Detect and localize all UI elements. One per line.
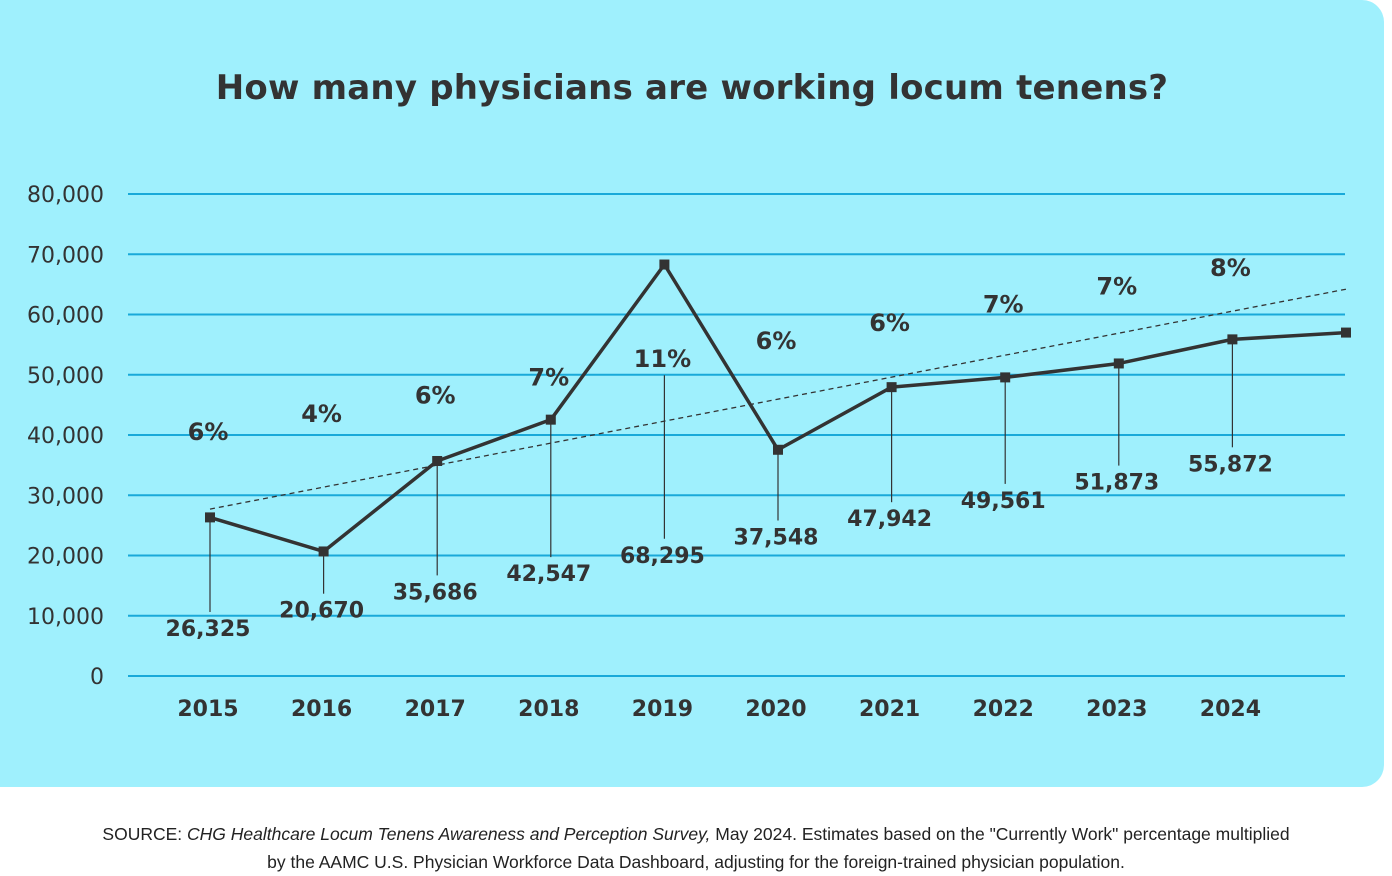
source-text-line2: by the AAMC U.S. Physician Workforce Dat…	[267, 852, 1125, 872]
data-point	[205, 512, 215, 523]
x-tick-label: 2023	[1086, 697, 1147, 722]
percent-label: 11%	[634, 345, 691, 373]
percent-label: 7%	[528, 363, 569, 391]
x-tick-label: 2017	[405, 697, 466, 722]
data-point	[659, 259, 670, 270]
trendline	[209, 288, 1347, 510]
y-tick-label: 80,000	[27, 183, 104, 208]
percent-label: 6%	[869, 309, 910, 337]
data-point	[1341, 327, 1351, 338]
x-tick-label: 2022	[973, 697, 1034, 722]
value-label: 49,561	[961, 489, 1046, 514]
data-point	[545, 414, 556, 425]
y-tick-label: 70,000	[27, 243, 104, 268]
percent-label: 6%	[756, 327, 797, 355]
value-label: 20,670	[279, 599, 364, 624]
value-label: 47,942	[847, 507, 932, 532]
x-tick-label: 2015	[177, 697, 238, 722]
chart-card: How many physicians are working locum te…	[0, 0, 1384, 787]
percent-label: 4%	[301, 400, 342, 428]
percent-label: 6%	[188, 418, 229, 446]
line-chart: 0 10,000 20,000 30,000 40,000 50,000 60,000 70,…	[27, 183, 1351, 722]
source-prefix: SOURCE:	[102, 824, 188, 844]
y-tick-label: 60,000	[27, 304, 104, 329]
source-note: SOURCE: CHG Healthcare Locum Tenens Awar…	[0, 820, 1392, 876]
source-text: May 2024. Estimates based on the "Curren…	[710, 824, 1290, 844]
value-label: 55,872	[1188, 452, 1273, 477]
y-tick-label: 50,000	[27, 364, 104, 389]
chart-title: How many physicians are working locum te…	[215, 68, 1169, 108]
value-label: 35,686	[393, 580, 478, 605]
percent-label: 7%	[1096, 272, 1137, 300]
x-tick-label: 2021	[859, 697, 920, 722]
data-point	[1000, 372, 1011, 383]
data-point	[886, 382, 897, 393]
data-point	[1227, 334, 1238, 345]
y-tick-label: 30,000	[27, 484, 104, 509]
percent-label: 8%	[1210, 254, 1251, 282]
x-tick-label: 2018	[518, 697, 579, 722]
value-label: 37,548	[734, 526, 819, 551]
data-point	[1113, 358, 1124, 369]
data-point	[432, 455, 443, 466]
y-tick-label: 40,000	[27, 424, 104, 449]
source-survey-title: CHG Healthcare Locum Tenens Awareness an…	[187, 824, 711, 844]
y-tick-label: 10,000	[27, 605, 104, 630]
y-tick-label: 20,000	[27, 545, 104, 570]
value-label: 51,873	[1074, 471, 1159, 496]
percent-label: 7%	[983, 291, 1024, 319]
value-label: 26,325	[166, 617, 251, 642]
x-tick-label: 2019	[632, 697, 693, 722]
data-point	[318, 546, 329, 557]
value-label: 68,295	[620, 544, 705, 569]
y-tick-label: 0	[90, 665, 104, 690]
percent-label: 6%	[415, 382, 456, 410]
value-label: 42,547	[506, 562, 591, 587]
x-tick-label: 2020	[745, 697, 806, 722]
data-point	[773, 444, 783, 455]
x-tick-label: 2024	[1200, 697, 1261, 722]
x-tick-label: 2016	[291, 697, 352, 722]
